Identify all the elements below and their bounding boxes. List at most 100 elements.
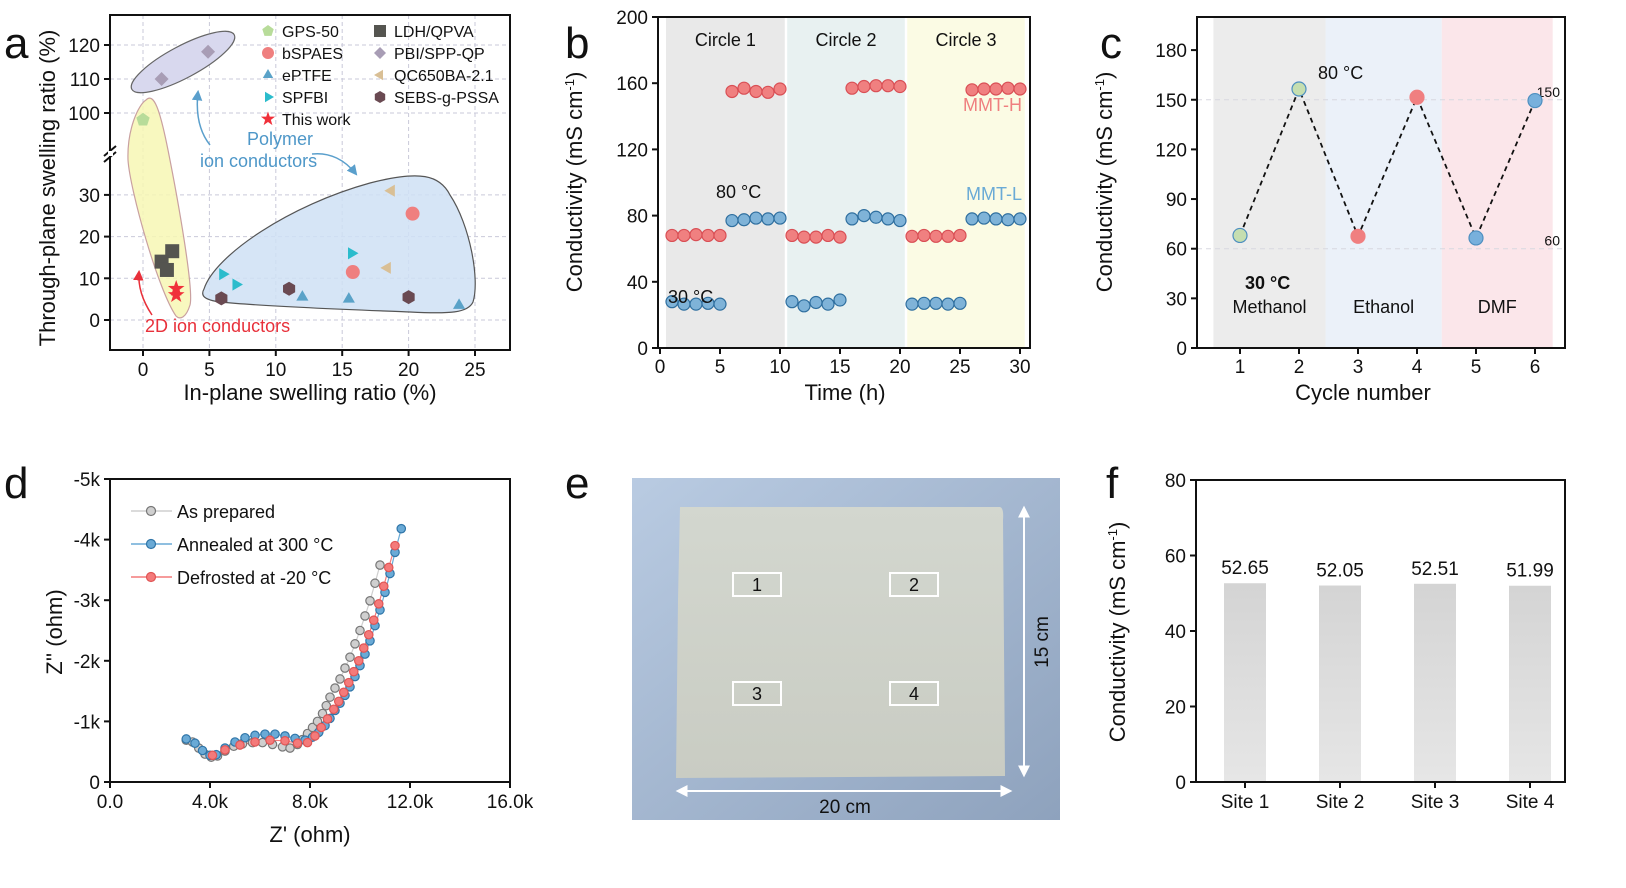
panel-label-c: c	[1100, 19, 1122, 68]
data-point-as-prepared	[375, 560, 385, 570]
data-point-as-prepared	[345, 652, 355, 662]
x-tick-label: 15	[332, 360, 353, 381]
region-2d-ion-conductors	[127, 97, 192, 319]
region-circle-3	[907, 17, 1025, 348]
data-point-cycle-6	[1527, 92, 1543, 109]
panel-a-markers	[136, 44, 466, 309]
legend-label: This work	[282, 112, 351, 129]
data-point-mmt-l	[989, 212, 1003, 226]
x-tick-label: 4	[1412, 357, 1423, 378]
x-tick-label: 25	[464, 360, 485, 381]
panel-b-frame	[657, 16, 1031, 349]
y-tick-label: 20	[79, 228, 100, 249]
data-point-as-prepared	[350, 639, 360, 649]
arrow-2d	[133, 269, 153, 316]
data-point-as-prepared	[335, 674, 345, 684]
bar-site-1	[1224, 583, 1266, 782]
panel-c-ylabel: Conductivity (mS cm-1)	[1092, 72, 1117, 293]
x-tick-label: 0.0	[97, 792, 123, 813]
data-point-defrosted-at-20-c	[265, 735, 275, 745]
label-mmt-h: MMT-H	[963, 95, 1022, 115]
axis-break-gap	[108, 151, 113, 156]
data-point-defrosted-at-20-c	[333, 696, 344, 707]
x-tick-label: 10	[769, 357, 790, 378]
legend-label: SPFBI	[282, 90, 328, 107]
panel-c-markers	[1232, 81, 1543, 246]
y-tick-label: 30	[1166, 289, 1187, 310]
site-label-4: 4	[909, 684, 919, 704]
y-tick-label: 40	[1165, 622, 1186, 643]
data-point-eptfe	[296, 290, 309, 301]
x-tick-label: 5	[715, 357, 726, 378]
annotation-30c: 30 °C	[1245, 273, 1290, 293]
data-point-as-prepared	[325, 692, 335, 702]
data-point-pbi-spp-qp	[154, 72, 169, 86]
x-tick-label: Site 3	[1411, 792, 1460, 813]
panel-a-ylabel: Through-plane swelling ratio (%)	[35, 30, 60, 347]
y-tick-label: -2k	[74, 652, 101, 673]
width-label: 20 cm	[819, 797, 871, 818]
membrane-sheet	[676, 507, 1005, 778]
legend-label: QC650BA-2.1	[394, 68, 494, 85]
legend-label: ePTFE	[282, 68, 332, 85]
x-tick-label: 16.0k	[487, 792, 534, 813]
data-point-defrosted-at-20-c	[220, 745, 230, 755]
x-tick-label: 4.0k	[192, 792, 228, 813]
data-point-as-prepared	[365, 596, 375, 606]
panel-a-legend: GPS-50 bSPAES ePTFE SPFBI This work LDH/QPVA P…	[260, 24, 499, 129]
y-tick-label: 60	[1165, 547, 1186, 568]
data-point-mmt-l	[929, 296, 943, 310]
y-tick-label: -5k	[74, 470, 101, 491]
panel-f-ylabel: Conductivity (mS cm-1)	[1105, 522, 1130, 743]
data-point-mmt-h	[785, 228, 799, 243]
panel-d-nyquist: 0.0 4.0k 8.0k 12.0k 16.0k 0 -1k -2k -3k -4k -5k As…	[42, 470, 534, 847]
data-point-mmt-l	[773, 211, 787, 225]
data-point-sebs-g-pssa	[215, 291, 228, 306]
data-point-as-prepared	[330, 683, 340, 693]
data-point-defrosted-at-20-c	[292, 738, 303, 749]
data-point-mmt-l	[821, 297, 835, 311]
panel-b-regions: Circle 1 Circle 2 Circle 3	[666, 17, 1025, 348]
axis-break-mark	[103, 151, 117, 163]
data-point-mmt-h	[1013, 82, 1027, 96]
x-tick-label: 20	[889, 357, 910, 378]
reference-line-label: 150	[1537, 84, 1561, 100]
data-point-defrosted-at-20-c	[368, 615, 379, 625]
data-point-mmt-l	[941, 297, 955, 311]
region-circle-2	[787, 17, 905, 348]
data-point-mmt-l	[869, 210, 883, 224]
y-tick-label: 80	[627, 207, 648, 228]
annotation-polymer: Polymer	[247, 129, 313, 149]
legend-marker	[374, 47, 386, 59]
arrow-polymer-down	[311, 152, 358, 176]
y-tick-label: 0	[89, 773, 100, 794]
data-point-mmt-h	[809, 230, 823, 244]
y-tick-label: 110	[70, 70, 100, 91]
data-point-bspaes	[345, 265, 360, 280]
x-tick-label: Site 4	[1506, 792, 1555, 813]
bar-value-label: 51.99	[1506, 561, 1554, 582]
y-tick-label: 180	[1155, 41, 1187, 62]
panel-d-xlabel: Z' (ohm)	[269, 822, 350, 847]
panel-d-legend: As prepared Annealed at 300 °C Defrosted a…	[131, 502, 333, 588]
site-box-1: 1	[732, 572, 782, 597]
region-dmf	[1441, 17, 1553, 348]
region-ethanol	[1325, 17, 1442, 348]
data-point-mmt-h	[761, 85, 775, 99]
x-tick-label: 20	[398, 360, 419, 381]
legend-marker	[374, 91, 386, 103]
data-point-mmt-l	[845, 212, 859, 226]
region-label: Circle 2	[815, 30, 876, 50]
data-point-mmt-h	[929, 229, 943, 243]
panel-b-xlabel: Time (h)	[804, 380, 885, 405]
region-label: Methanol	[1232, 297, 1306, 317]
data-point-defrosted-at-20-c	[373, 599, 384, 609]
x-tick-label: 6	[1530, 357, 1541, 378]
data-point-defrosted-at-20-c	[363, 629, 374, 640]
panel-label-f: f	[1106, 459, 1119, 508]
data-point-mmt-l	[1013, 212, 1027, 226]
data-point-mmt-l	[809, 295, 823, 310]
data-point-ldh-qpva	[165, 244, 180, 259]
y-tick-label: -4k	[74, 531, 101, 552]
data-point-mmt-l	[893, 213, 907, 228]
